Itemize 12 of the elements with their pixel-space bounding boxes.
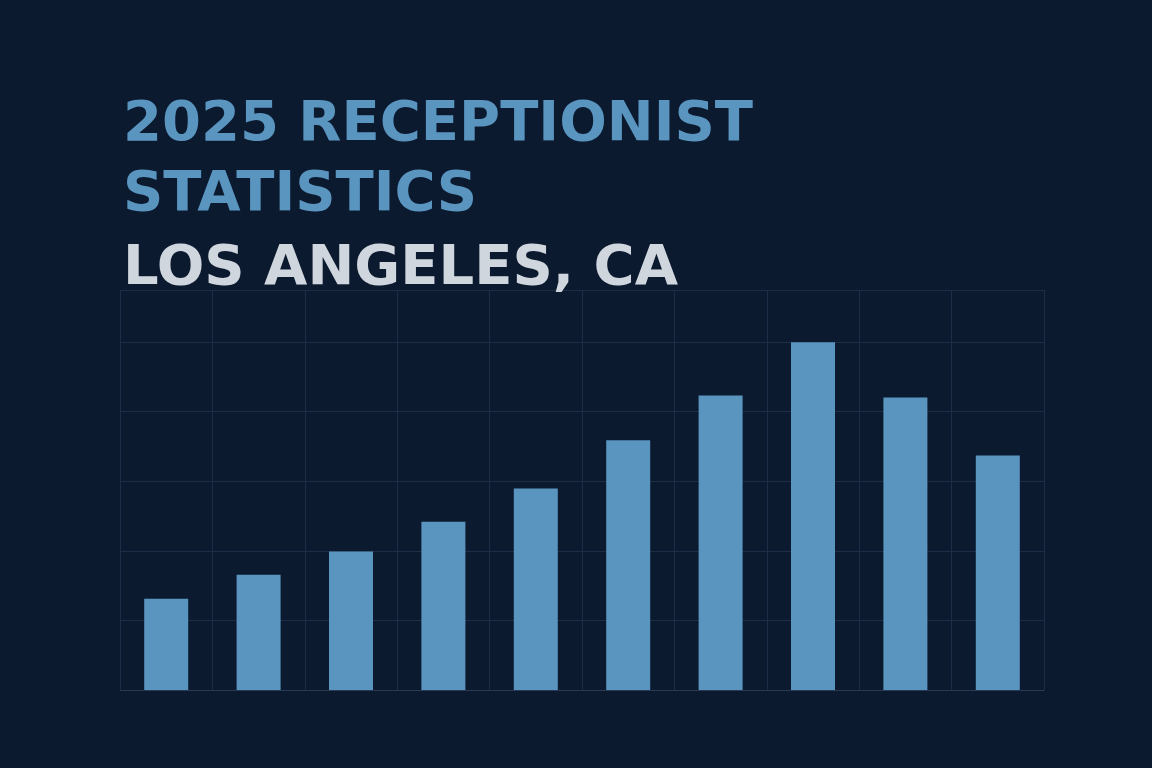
bar <box>698 395 743 690</box>
chart-title: 2025 RECEPTIONIST STATISTICS <box>123 87 773 223</box>
bar <box>236 574 281 690</box>
bar <box>144 598 189 690</box>
bar <box>513 488 558 690</box>
bar <box>883 397 928 690</box>
bar <box>421 521 466 690</box>
chart-subtitle: LOS ANGELES, CA <box>123 231 679 297</box>
bar <box>791 342 835 690</box>
bar <box>606 440 651 690</box>
bar <box>329 551 373 690</box>
bar <box>975 455 1020 690</box>
